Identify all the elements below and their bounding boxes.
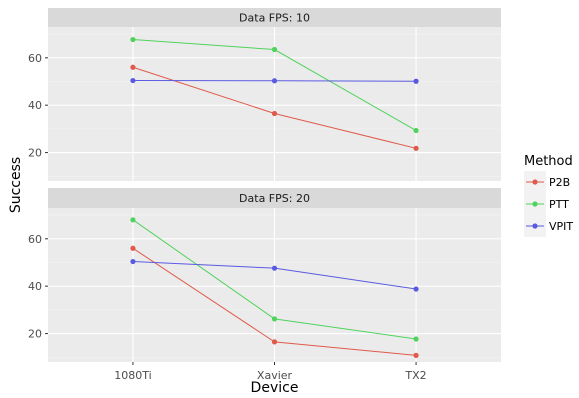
facet-panels: Data FPS: 10 20 40 60 Data FPS: 20 20 40 60 — [28, 8, 501, 362]
legend-key-point — [532, 179, 538, 185]
legend: Method P2B PTT VPIT — [524, 154, 573, 237]
y-tick-label: 40 — [28, 99, 42, 112]
data-point-ptt — [413, 127, 419, 134]
legend-title: Method — [524, 154, 573, 169]
y-tick-label: 40 — [28, 280, 42, 293]
data-point-p2b — [130, 64, 136, 70]
data-point-vpit — [413, 78, 419, 84]
data-point-ptt — [130, 36, 136, 43]
data-point-vpit — [130, 258, 136, 265]
y-tick-label: 60 — [28, 233, 42, 246]
data-point-ptt — [130, 217, 136, 223]
data-point-vpit — [271, 265, 278, 271]
data-point-ptt — [271, 316, 278, 322]
data-point-vpit — [271, 78, 278, 84]
data-point-p2b — [413, 352, 419, 358]
x-tick-label: 1080Ti — [114, 369, 151, 382]
data-point-p2b — [271, 110, 278, 117]
x-tick-label: Xavier — [257, 369, 293, 382]
facet-panel-1: Data FPS: 10 20 40 60 — [28, 8, 501, 181]
x-axis-title: Device — [251, 380, 299, 396]
legend-key-point — [532, 201, 538, 207]
y-tick-label: 20 — [28, 328, 42, 341]
data-point-p2b — [130, 245, 136, 251]
data-point-vpit — [130, 77, 136, 84]
data-point-ptt — [271, 46, 278, 53]
y-tick-label: 60 — [28, 52, 42, 65]
legend-label: P2B — [549, 176, 570, 189]
legend-key-point — [532, 223, 538, 229]
x-tick-label: TX2 — [404, 369, 426, 382]
facet-strip-label: Data FPS: 10 — [239, 12, 310, 25]
data-point-p2b — [413, 145, 419, 151]
facet-panel-2: Data FPS: 20 20 40 60 — [28, 188, 501, 362]
legend-label: VPIT — [549, 220, 573, 233]
y-tick-label: 20 — [28, 147, 42, 160]
facet-strip — [48, 8, 501, 27]
legend-label: PTT — [549, 198, 569, 211]
data-point-p2b — [271, 339, 278, 345]
data-point-ptt — [413, 336, 419, 342]
data-point-vpit — [413, 286, 419, 292]
x-axis: 1080Ti Xavier TX2 — [114, 362, 427, 382]
facet-strip-label: Data FPS: 20 — [239, 192, 310, 205]
facet-strip — [48, 188, 501, 208]
y-axis-title: Success — [8, 157, 24, 213]
